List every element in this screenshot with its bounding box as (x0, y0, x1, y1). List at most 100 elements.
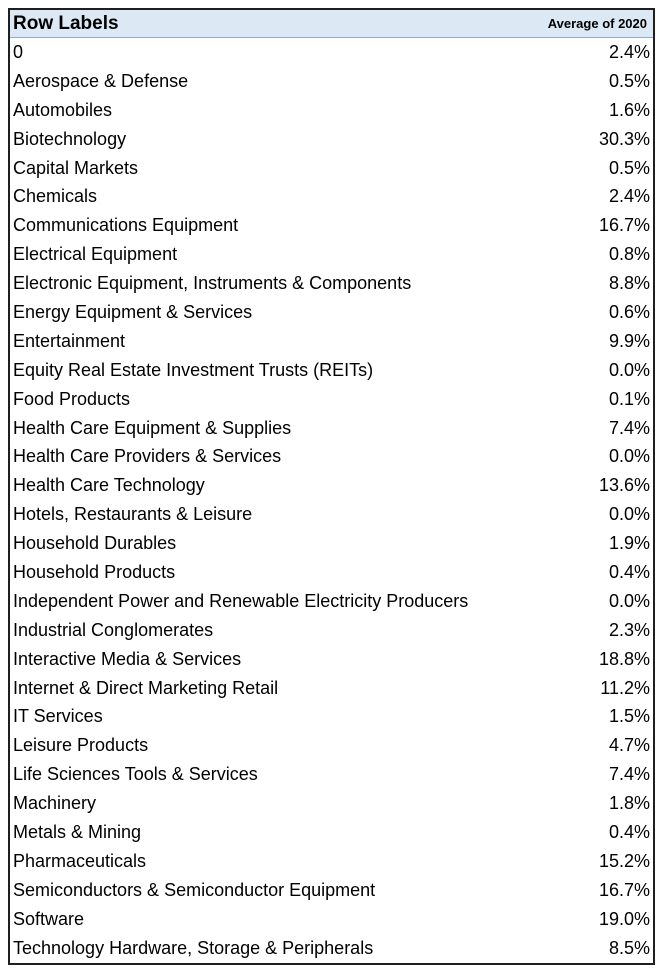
table-row[interactable]: Equity Real Estate Investment Trusts (RE… (10, 356, 653, 385)
row-labels-header[interactable]: Row Labels (13, 12, 119, 34)
table-row[interactable]: Technology Hardware, Storage & Periphera… (10, 934, 653, 963)
table-row[interactable]: Biotechnology 30.3% (10, 125, 653, 154)
row-value[interactable]: 0.6% (608, 301, 650, 322)
row-label[interactable]: Industrial Conglomerates (13, 619, 214, 640)
row-label[interactable]: Food Products (13, 388, 131, 409)
row-value[interactable]: 0.8% (608, 244, 650, 265)
row-label[interactable]: Chemicals (13, 186, 98, 207)
row-label[interactable]: Household Products (13, 561, 176, 582)
row-value[interactable]: 7.4% (608, 417, 650, 438)
pivot-table: Row Labels Average of 2020 0 2.4% Aerospac… (8, 8, 655, 965)
value-field-header[interactable]: Average of 2020 (547, 16, 647, 31)
table-row[interactable]: Automobiles 1.6% (10, 96, 653, 125)
row-label[interactable]: Automobiles (13, 99, 113, 120)
row-label[interactable]: Leisure Products (13, 735, 149, 756)
row-value[interactable]: 0.4% (608, 561, 650, 582)
row-value[interactable]: 0.5% (608, 157, 650, 178)
row-value[interactable]: 0.0% (608, 359, 650, 380)
table-row[interactable]: Health Care Providers & Services 0.0% (10, 442, 653, 471)
table-row[interactable]: Health Care Equipment & Supplies 7.4% (10, 414, 653, 443)
table-row[interactable]: Machinery 1.8% (10, 789, 653, 818)
row-value[interactable]: 2.3% (608, 619, 650, 640)
table-row[interactable]: IT Services 1.5% (10, 702, 653, 731)
table-row[interactable]: Aerospace & Defense 0.5% (10, 67, 653, 96)
row-label[interactable]: IT Services (13, 706, 103, 727)
table-row[interactable]: Chemicals 2.4% (10, 182, 653, 211)
row-label[interactable]: Internet & Direct Marketing Retail (13, 677, 279, 698)
row-label[interactable]: Health Care Technology (13, 475, 205, 496)
row-value[interactable]: 11.2% (600, 677, 650, 698)
row-value[interactable]: 0.4% (608, 821, 650, 842)
row-value[interactable]: 1.9% (608, 533, 650, 554)
table-row[interactable]: Communications Equipment 16.7% (10, 211, 653, 240)
row-label[interactable]: 0 (13, 41, 24, 62)
row-label[interactable]: Health Care Providers & Services (13, 446, 282, 467)
row-label[interactable]: Pharmaceuticals (13, 850, 147, 871)
row-value[interactable]: 0.0% (608, 590, 650, 611)
table-row[interactable]: Food Products 0.1% (10, 385, 653, 414)
row-label[interactable]: Health Care Equipment & Supplies (13, 417, 292, 438)
table-row[interactable]: Internet & Direct Marketing Retail 11.2% (10, 674, 653, 703)
row-value[interactable]: 4.7% (608, 735, 650, 756)
row-value[interactable]: 1.5% (608, 706, 650, 727)
row-value[interactable]: 0.0% (608, 504, 650, 525)
row-label[interactable]: Energy Equipment & Services (13, 301, 253, 322)
row-value[interactable]: 7.4% (608, 764, 650, 785)
table-row[interactable]: Metals & Mining 0.4% (10, 818, 653, 847)
row-value[interactable]: 19.0% (598, 908, 650, 929)
table-row[interactable]: 0 2.4% (10, 38, 653, 67)
row-value[interactable]: 2.4% (608, 186, 650, 207)
row-label[interactable]: Machinery (13, 793, 97, 814)
table-row[interactable]: Entertainment 9.9% (10, 327, 653, 356)
table-row[interactable]: Independent Power and Renewable Electric… (10, 587, 653, 616)
pivot-header-row[interactable]: Row Labels Average of 2020 (10, 10, 653, 38)
row-value[interactable]: 0.1% (608, 388, 650, 409)
row-label[interactable]: Entertainment (13, 330, 126, 351)
row-label[interactable]: Independent Power and Renewable Electric… (13, 590, 469, 611)
row-label[interactable]: Semiconductors & Semiconductor Equipment (13, 879, 376, 900)
table-row[interactable]: Hotels, Restaurants & Leisure 0.0% (10, 500, 653, 529)
table-row[interactable]: Health Care Technology 13.6% (10, 471, 653, 500)
row-value[interactable]: 1.6% (608, 99, 650, 120)
row-label[interactable]: Metals & Mining (13, 821, 142, 842)
row-value[interactable]: 8.8% (608, 273, 650, 294)
table-row[interactable]: Leisure Products 4.7% (10, 731, 653, 760)
row-label[interactable]: Electronic Equipment, Instruments & Comp… (13, 273, 412, 294)
row-label[interactable]: Electrical Equipment (13, 244, 178, 265)
row-label[interactable]: Biotechnology (13, 128, 127, 149)
row-value[interactable]: 16.7% (598, 879, 650, 900)
row-label[interactable]: Aerospace & Defense (13, 70, 189, 91)
row-value[interactable]: 0.0% (608, 446, 650, 467)
row-value[interactable]: 0.5% (608, 70, 650, 91)
row-value[interactable]: 30.3% (598, 128, 650, 149)
table-row[interactable]: Life Sciences Tools & Services 7.4% (10, 760, 653, 789)
row-label[interactable]: Interactive Media & Services (13, 648, 242, 669)
row-label[interactable]: Hotels, Restaurants & Leisure (13, 504, 253, 525)
row-value[interactable]: 13.6% (598, 475, 650, 496)
row-value[interactable]: 8.5% (608, 937, 650, 958)
table-row[interactable]: Software 19.0% (10, 905, 653, 934)
table-row[interactable]: Pharmaceuticals 15.2% (10, 847, 653, 876)
row-label[interactable]: Communications Equipment (13, 215, 239, 236)
row-label[interactable]: Software (13, 908, 85, 929)
table-row[interactable]: Interactive Media & Services 18.8% (10, 645, 653, 674)
row-value[interactable]: 1.8% (608, 793, 650, 814)
table-row[interactable]: Industrial Conglomerates 2.3% (10, 616, 653, 645)
row-value[interactable]: 18.8% (598, 648, 650, 669)
row-value[interactable]: 15.2% (598, 850, 650, 871)
table-row[interactable]: Energy Equipment & Services 0.6% (10, 298, 653, 327)
row-label[interactable]: Equity Real Estate Investment Trusts (RE… (13, 359, 374, 380)
table-row[interactable]: Household Products 0.4% (10, 558, 653, 587)
row-label[interactable]: Technology Hardware, Storage & Periphera… (13, 937, 374, 958)
table-row[interactable]: Electrical Equipment 0.8% (10, 240, 653, 269)
row-value[interactable]: 2.4% (608, 41, 650, 62)
table-row[interactable]: Household Durables 1.9% (10, 529, 653, 558)
table-row[interactable]: Electronic Equipment, Instruments & Comp… (10, 269, 653, 298)
table-row[interactable]: Semiconductors & Semiconductor Equipment… (10, 876, 653, 905)
row-label[interactable]: Capital Markets (13, 157, 139, 178)
row-value[interactable]: 9.9% (608, 330, 650, 351)
row-label[interactable]: Life Sciences Tools & Services (13, 764, 258, 785)
table-row[interactable]: Capital Markets 0.5% (10, 154, 653, 183)
row-label[interactable]: Household Durables (13, 533, 177, 554)
row-value[interactable]: 16.7% (598, 215, 650, 236)
